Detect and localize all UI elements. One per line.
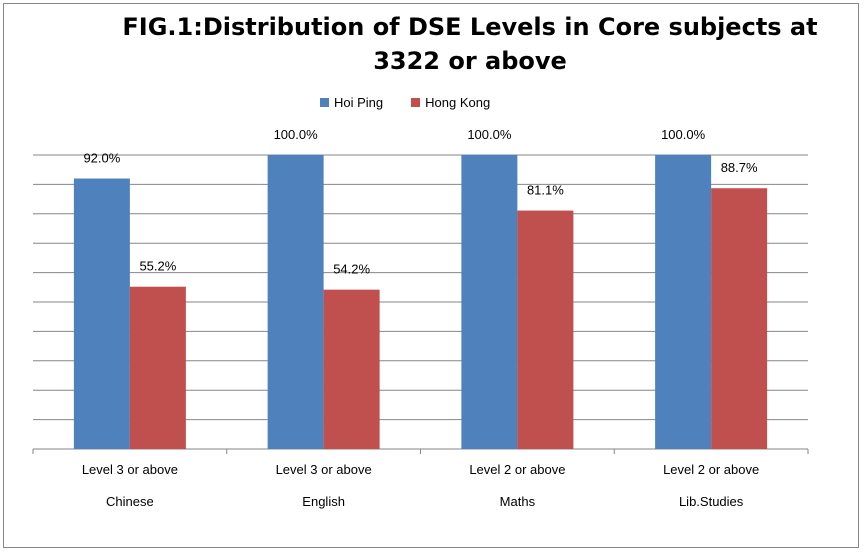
x-tick-label: Maths: [500, 494, 536, 509]
bar-hong-kong: [711, 188, 768, 450]
chart-title: FIG.1:Distribution of DSE Levels in Core…: [122, 13, 818, 75]
x-tick-sublabel: Level 2 or above: [469, 462, 565, 477]
legend-label-hong-kong: Hong Kong: [425, 94, 491, 110]
data-label: 92.0%: [83, 151, 120, 166]
data-label: 54.2%: [333, 262, 370, 277]
data-label: 88.7%: [721, 160, 758, 175]
bar-hoi-ping: [267, 155, 324, 449]
legend-swatch-hoi-ping: [320, 97, 329, 107]
data-label: 81.1%: [527, 183, 564, 198]
bar-hong-kong: [129, 286, 186, 449]
legend-item-hoi-ping: Hoi Ping: [320, 95, 383, 110]
x-tick-sublabel: Level 2 or above: [663, 462, 759, 477]
bar-hoi-ping: [655, 155, 712, 449]
data-label: 100.0%: [467, 127, 512, 142]
legend-swatch-hong-kong: [411, 97, 421, 107]
data-label: 100.0%: [274, 127, 319, 142]
bar-hoi-ping: [73, 178, 130, 449]
legend: Hoi Ping Hong Kong: [320, 93, 518, 111]
x-tick-label: Lib.Studies: [679, 494, 744, 509]
data-label: 55.2%: [139, 259, 176, 274]
x-tick-sublabel: Level 3 or above: [82, 462, 178, 477]
x-tick-label: English: [302, 494, 345, 509]
data-label: 100.0%: [661, 127, 706, 142]
bar-hong-kong: [323, 289, 380, 449]
x-tick-label: Chinese: [106, 494, 154, 509]
x-tick-sublabel: Level 3 or above: [276, 462, 372, 477]
bar-hong-kong: [517, 210, 574, 449]
legend-item-hong-kong: Hong Kong: [411, 95, 490, 110]
bar-hoi-ping: [461, 155, 518, 449]
legend-label-hoi-ping: Hoi Ping: [334, 94, 384, 110]
